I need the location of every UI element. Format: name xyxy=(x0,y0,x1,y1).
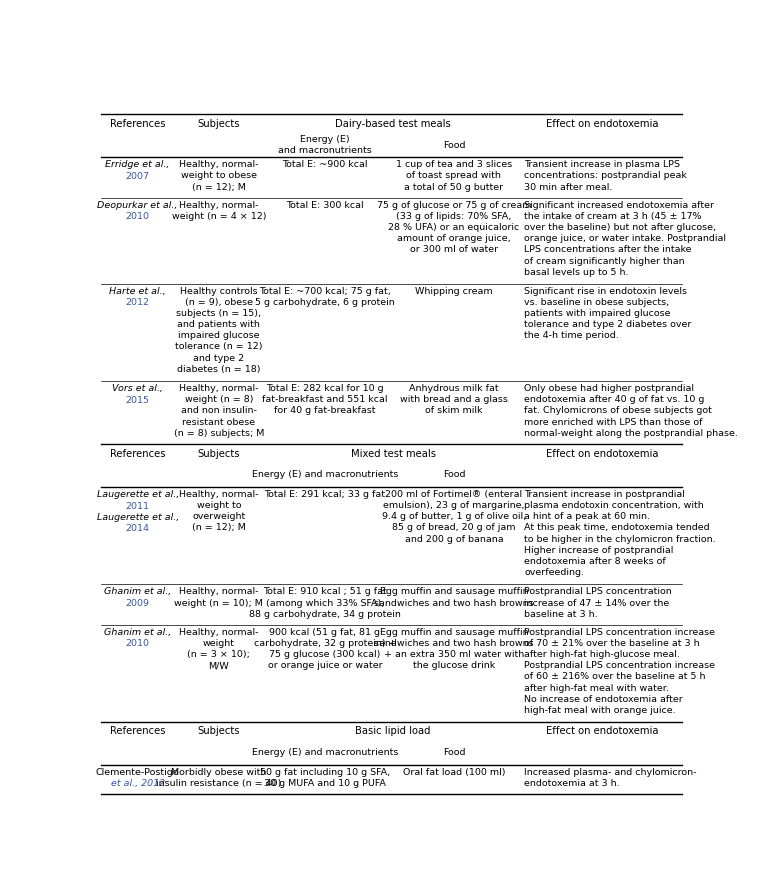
Text: Total E: 291 kcal; 33 g fat: Total E: 291 kcal; 33 g fat xyxy=(264,490,385,499)
Text: Clemente-Postigo: Clemente-Postigo xyxy=(96,768,180,777)
Text: 1 cup of tea and 3 slices
of toast spread with
a total of 50 g butter: 1 cup of tea and 3 slices of toast sprea… xyxy=(396,160,512,192)
Text: Subjects: Subjects xyxy=(198,119,240,129)
Text: Effect on endotoxemia: Effect on endotoxemia xyxy=(545,727,658,737)
Text: References: References xyxy=(110,727,166,737)
Text: Transient increase in plasma LPS
concentrations: postprandial peak
30 min after : Transient increase in plasma LPS concent… xyxy=(524,160,688,192)
Text: Oral fat load (100 ml): Oral fat load (100 ml) xyxy=(403,768,505,777)
Text: Significant rise in endotoxin levels
vs. baseline in obese subjects,
patients wi: Significant rise in endotoxin levels vs.… xyxy=(524,287,692,340)
Text: Only obese had higher postprandial
endotoxemia after 40 g of fat vs. 10 g
fat. C: Only obese had higher postprandial endot… xyxy=(524,384,738,437)
Text: Dairy-based test meals: Dairy-based test meals xyxy=(335,119,451,129)
Text: Deopurkar et al.,: Deopurkar et al., xyxy=(98,201,178,210)
Text: Laugerette et al.,: Laugerette et al., xyxy=(96,513,179,521)
Text: References: References xyxy=(110,119,166,129)
Text: Ghanim et al.,: Ghanim et al., xyxy=(104,588,171,597)
Text: References: References xyxy=(110,449,166,459)
Text: Effect on endotoxemia: Effect on endotoxemia xyxy=(545,449,658,459)
Text: Subjects: Subjects xyxy=(198,727,240,737)
Text: Healthy, normal-
weight (n = 4 × 12): Healthy, normal- weight (n = 4 × 12) xyxy=(172,201,266,221)
Text: Basic lipid load: Basic lipid load xyxy=(355,727,431,737)
Text: Morbidly obese with
insulin resistance (n = 40): Morbidly obese with insulin resistance (… xyxy=(156,768,282,788)
Text: Total E: ~900 kcal: Total E: ~900 kcal xyxy=(282,160,367,169)
Text: 2009: 2009 xyxy=(126,599,150,607)
Text: Ghanim et al.,: Ghanim et al., xyxy=(104,628,171,637)
Text: Energy (E)
and macronutrients: Energy (E) and macronutrients xyxy=(278,135,372,155)
Text: 2010: 2010 xyxy=(126,212,150,221)
Text: Whipping cream: Whipping cream xyxy=(415,287,493,296)
Text: Harte et al.,: Harte et al., xyxy=(109,287,166,296)
Text: 2010: 2010 xyxy=(126,640,150,649)
Text: Total E: ~700 kcal; 75 g fat,
5 g carbohydrate, 6 g protein: Total E: ~700 kcal; 75 g fat, 5 g carboh… xyxy=(255,287,395,307)
Text: Food: Food xyxy=(442,470,465,479)
Text: Mixed test meals: Mixed test meals xyxy=(351,449,435,459)
Text: Total E: 300 kcal: Total E: 300 kcal xyxy=(286,201,364,210)
Text: Increased plasma- and chylomicron-
endotoxemia at 3 h.: Increased plasma- and chylomicron- endot… xyxy=(524,768,697,788)
Text: 50 g fat including 10 g SFA,
30 g MUFA and 10 g PUFA: 50 g fat including 10 g SFA, 30 g MUFA a… xyxy=(260,768,390,788)
Text: 2015: 2015 xyxy=(126,395,150,405)
Text: Food: Food xyxy=(442,748,465,757)
Text: et al., 2012: et al., 2012 xyxy=(111,780,165,788)
Text: 2011: 2011 xyxy=(126,502,150,511)
Text: Vors et al.,: Vors et al., xyxy=(112,384,163,393)
Text: Energy (E) and macronutrients: Energy (E) and macronutrients xyxy=(251,748,398,757)
Text: Laugerette et al.,: Laugerette et al., xyxy=(96,490,179,499)
Text: Healthy, normal-
weight (n = 8)
and non insulin-
resistant obese
(n = 8) subject: Healthy, normal- weight (n = 8) and non … xyxy=(173,384,264,437)
Text: Erridge et al.,: Erridge et al., xyxy=(105,160,170,169)
Text: 2007: 2007 xyxy=(126,172,150,181)
Text: Energy (E) and macronutrients: Energy (E) and macronutrients xyxy=(251,470,398,479)
Text: Egg muffin and sausage muffin
sandwiches and two hash browns
+ an extra 350 ml w: Egg muffin and sausage muffin sandwiches… xyxy=(374,628,534,670)
Text: Healthy controls
(n = 9), obese
subjects (n = 15),
and patients with
impaired gl: Healthy controls (n = 9), obese subjects… xyxy=(175,287,263,374)
Text: 2014: 2014 xyxy=(126,524,150,533)
Text: 200 ml of Fortimel® (enteral
emulsion), 23 g of margarine,
9.4 g of butter, 1 g : 200 ml of Fortimel® (enteral emulsion), … xyxy=(382,490,526,544)
Text: Total E: 282 kcal for 10 g
fat-breakfast and 551 kcal
for 40 g fat-breakfast: Total E: 282 kcal for 10 g fat-breakfast… xyxy=(262,384,387,416)
Text: Egg muffin and sausage muffin
sandwiches and two hash browns: Egg muffin and sausage muffin sandwiches… xyxy=(374,588,534,607)
Text: Postprandial LPS concentration increase
of 70 ± 21% over the baseline at 3 h
aft: Postprandial LPS concentration increase … xyxy=(524,628,715,715)
Text: Healthy, normal-
weight
(n = 3 × 10);
M/W: Healthy, normal- weight (n = 3 × 10); M/… xyxy=(180,628,259,670)
Text: Effect on endotoxemia: Effect on endotoxemia xyxy=(545,119,658,129)
Text: Healthy, normal-
weight (n = 10); M: Healthy, normal- weight (n = 10); M xyxy=(174,588,264,607)
Text: Subjects: Subjects xyxy=(198,449,240,459)
Text: Food: Food xyxy=(442,141,465,150)
Text: 900 kcal (51 g fat, 81 g
carbohydrate, 32 g protein) +
75 g glucose (300 kcal)
o: 900 kcal (51 g fat, 81 g carbohydrate, 3… xyxy=(254,628,396,670)
Text: Healthy, normal-
weight to
overweight
(n = 12); M: Healthy, normal- weight to overweight (n… xyxy=(180,490,259,532)
Text: Anhydrous milk fat
with bread and a glass
of skim milk: Anhydrous milk fat with bread and a glas… xyxy=(400,384,508,416)
Text: Significant increased endotoxemia after
the intake of cream at 3 h (45 ± 17%
ove: Significant increased endotoxemia after … xyxy=(524,201,727,277)
Text: Transient increase in postprandial
plasma endotoxin concentration, with
a hint o: Transient increase in postprandial plasm… xyxy=(524,490,716,577)
Text: Healthy, normal-
weight to obese
(n = 12); M: Healthy, normal- weight to obese (n = 12… xyxy=(180,160,259,192)
Text: 2012: 2012 xyxy=(126,298,150,307)
Text: Total E: 910 kcal ; 51 g fat
(among which 33% SFA),
88 g carbohydrate, 34 g prot: Total E: 910 kcal ; 51 g fat (among whic… xyxy=(249,588,401,618)
Text: 75 g of glucose or 75 g of cream
(33 g of lipids: 70% SFA,
28 % UFA) or an equic: 75 g of glucose or 75 g of cream (33 g o… xyxy=(377,201,531,254)
Text: Postprandial LPS concentration
increase of 47 ± 14% over the
baseline at 3 h.: Postprandial LPS concentration increase … xyxy=(524,588,672,618)
